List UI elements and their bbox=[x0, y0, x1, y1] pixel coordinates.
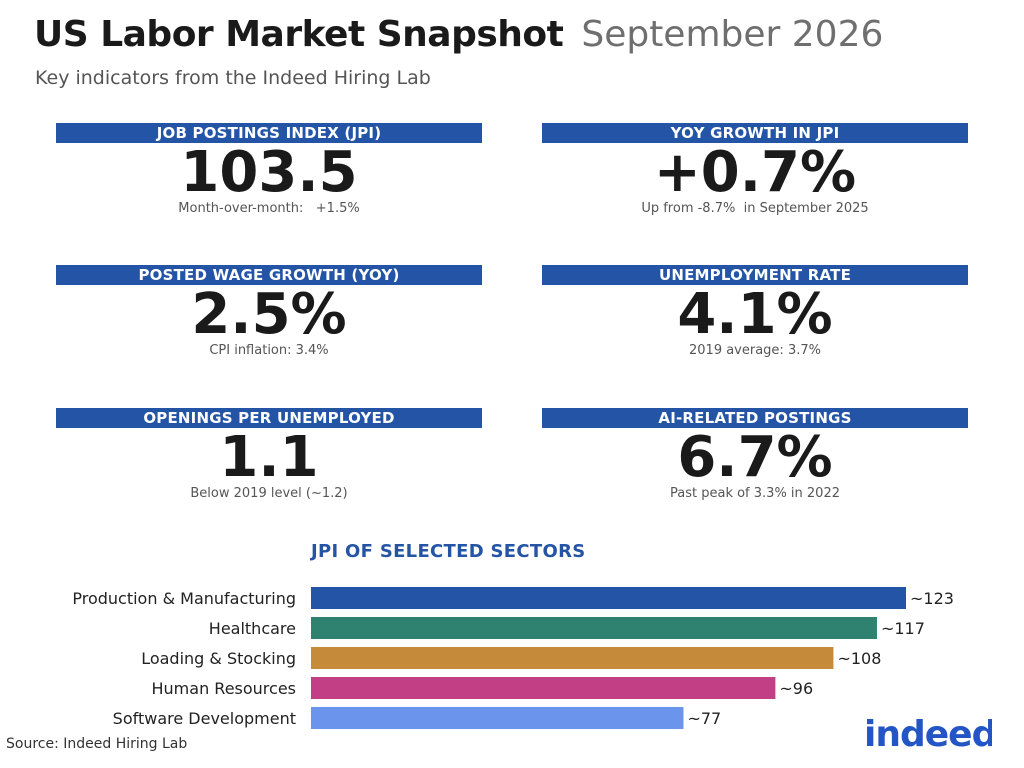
kpi-header: POSTED WAGE GROWTH (YOY) bbox=[56, 265, 482, 285]
kpi-header: YOY GROWTH IN JPI bbox=[542, 123, 968, 143]
bar-value-label: ~96 bbox=[779, 679, 813, 698]
kpi-card-unemployment: UNEMPLOYMENT RATE 4.1% 2019 average: 3.7… bbox=[542, 265, 968, 358]
kpi-header: AI-RELATED POSTINGS bbox=[542, 408, 968, 428]
bar-value-label: ~123 bbox=[910, 589, 954, 608]
source-note: Source: Indeed Hiring Lab bbox=[6, 736, 188, 752]
category-label: Software Development bbox=[113, 709, 296, 728]
kpi-value: 103.5 bbox=[180, 140, 358, 205]
bar-value-label: ~77 bbox=[687, 709, 721, 728]
sector-bar-chart: Production & Manufacturing ~123 Healthcare… bbox=[72, 587, 954, 729]
category-label: Human Resources bbox=[152, 679, 297, 698]
kpi-value: +0.7% bbox=[653, 140, 857, 205]
header: US Labor Market Snapshot September 2026 bbox=[34, 14, 883, 55]
category-label: Production & Manufacturing bbox=[72, 589, 296, 608]
kpi-header: OPENINGS PER UNEMPLOYED bbox=[56, 408, 482, 428]
chart-title: JPI OF SELECTED SECTORS bbox=[311, 541, 586, 562]
svg-text:indeed: indeed bbox=[864, 714, 992, 755]
sector-bar bbox=[311, 617, 877, 639]
kpi-value: 2.5% bbox=[191, 282, 347, 347]
kpi-card-wage-growth: POSTED WAGE GROWTH (YOY) 2.5% CPI inflat… bbox=[56, 265, 482, 358]
sector-bar bbox=[311, 647, 834, 669]
category-label: Loading & Stocking bbox=[141, 649, 296, 668]
kpi-header: UNEMPLOYMENT RATE bbox=[542, 265, 968, 285]
indeed-logo: indeed bbox=[864, 714, 992, 755]
kpi-card-openings: OPENINGS PER UNEMPLOYED 1.1 Below 2019 l… bbox=[56, 408, 482, 501]
kpi-card-jpi: JOB POSTINGS INDEX (JPI) 103.5 Month-ove… bbox=[56, 123, 482, 216]
kpi-value: 1.1 bbox=[219, 425, 319, 490]
kpi-header: JOB POSTINGS INDEX (JPI) bbox=[56, 123, 482, 143]
page-subtitle: Key indicators from the Indeed Hiring La… bbox=[35, 67, 431, 89]
kpi-subtext: CPI inflation: 3.4% bbox=[209, 343, 329, 358]
sector-bar bbox=[311, 677, 776, 699]
category-label: Healthcare bbox=[209, 619, 296, 638]
kpi-value: 6.7% bbox=[677, 425, 833, 490]
bar-value-label: ~108 bbox=[837, 649, 881, 668]
page-title: US Labor Market Snapshot bbox=[34, 14, 564, 55]
kpi-subtext: Past peak of 3.3% in 2022 bbox=[670, 486, 840, 501]
kpi-subtext: Up from -8.7% in September 2025 bbox=[641, 201, 869, 216]
sector-bar bbox=[311, 587, 906, 609]
sector-bar bbox=[311, 707, 684, 729]
kpi-subtext: Below 2019 level (~1.2) bbox=[190, 486, 348, 501]
kpi-subtext: Month-over-month: +1.5% bbox=[178, 201, 360, 216]
kpi-value: 4.1% bbox=[677, 282, 833, 347]
kpi-subtext: 2019 average: 3.7% bbox=[689, 343, 821, 358]
report-date: September 2026 bbox=[581, 14, 884, 55]
kpi-card-yoy-growth: YOY GROWTH IN JPI +0.7% Up from -8.7% in… bbox=[542, 123, 968, 216]
bar-value-label: ~117 bbox=[881, 619, 925, 638]
kpi-card-ai-postings: AI-RELATED POSTINGS 6.7% Past peak of 3.… bbox=[542, 408, 968, 501]
